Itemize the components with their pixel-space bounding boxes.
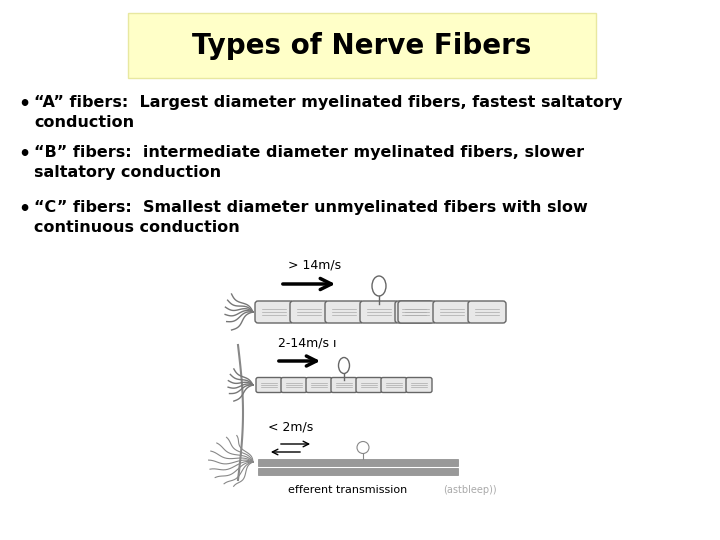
Circle shape xyxy=(357,442,369,454)
FancyBboxPatch shape xyxy=(258,458,458,465)
Text: “A” fibers:  Largest diameter myelinated fibers, fastest saltatory: “A” fibers: Largest diameter myelinated … xyxy=(34,95,622,110)
FancyBboxPatch shape xyxy=(356,377,382,393)
Text: continuous conduction: continuous conduction xyxy=(34,220,240,235)
Text: conduction: conduction xyxy=(34,115,134,130)
Text: “B” fibers:  intermediate diameter myelinated fibers, slower: “B” fibers: intermediate diameter myelin… xyxy=(34,145,584,160)
FancyBboxPatch shape xyxy=(325,301,363,323)
FancyBboxPatch shape xyxy=(331,377,357,393)
Text: > 14m/s: > 14m/s xyxy=(288,259,341,272)
FancyBboxPatch shape xyxy=(281,377,307,393)
FancyBboxPatch shape xyxy=(258,468,458,475)
FancyBboxPatch shape xyxy=(381,377,407,393)
Text: •: • xyxy=(18,95,30,114)
Text: •: • xyxy=(18,145,30,164)
FancyBboxPatch shape xyxy=(395,301,433,323)
Text: < 2m/s: < 2m/s xyxy=(268,421,313,434)
FancyBboxPatch shape xyxy=(256,377,282,393)
FancyBboxPatch shape xyxy=(468,301,506,323)
FancyBboxPatch shape xyxy=(255,301,293,323)
FancyBboxPatch shape xyxy=(290,301,328,323)
Text: 2-14m/s ı: 2-14m/s ı xyxy=(278,337,336,350)
Text: (astbleep)): (astbleep)) xyxy=(443,485,497,495)
Ellipse shape xyxy=(372,276,386,296)
FancyBboxPatch shape xyxy=(306,377,332,393)
FancyBboxPatch shape xyxy=(433,301,471,323)
Ellipse shape xyxy=(338,357,349,374)
Text: efferent transmission: efferent transmission xyxy=(288,485,408,495)
Text: Types of Nerve Fibers: Types of Nerve Fibers xyxy=(192,31,531,59)
FancyBboxPatch shape xyxy=(406,377,432,393)
Text: saltatory conduction: saltatory conduction xyxy=(34,165,221,180)
FancyBboxPatch shape xyxy=(398,301,436,323)
FancyBboxPatch shape xyxy=(128,13,596,78)
Text: •: • xyxy=(18,200,30,219)
Text: “C” fibers:  Smallest diameter unmyelinated fibers with slow: “C” fibers: Smallest diameter unmyelinat… xyxy=(34,200,588,215)
FancyBboxPatch shape xyxy=(360,301,398,323)
